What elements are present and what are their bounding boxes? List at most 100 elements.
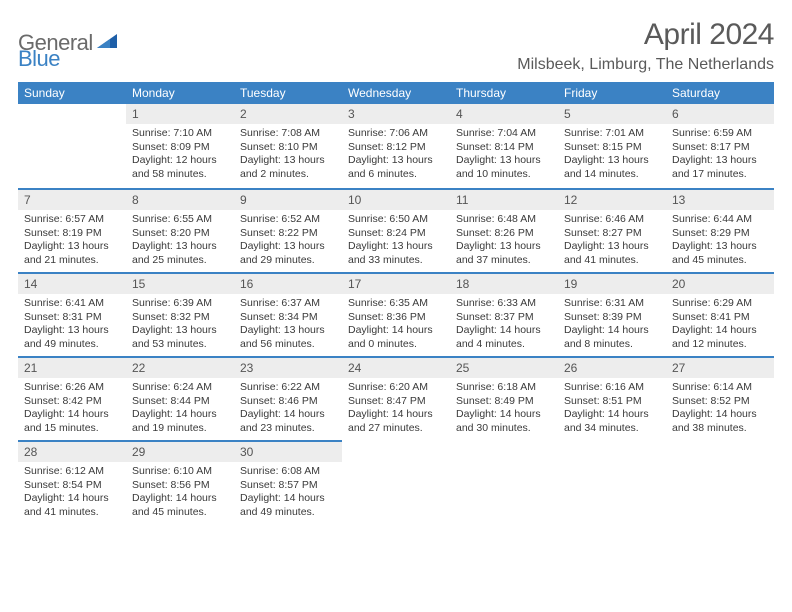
sunrise-line: Sunrise: 6:50 AM: [348, 213, 444, 227]
daylight-line: Daylight: 14 hours and 41 minutes.: [24, 492, 120, 519]
day-details: Sunrise: 7:08 AMSunset: 8:10 PMDaylight:…: [234, 124, 342, 186]
daylight-line: Daylight: 14 hours and 49 minutes.: [240, 492, 336, 519]
day-details: Sunrise: 6:22 AMSunset: 8:46 PMDaylight:…: [234, 378, 342, 440]
day-number: 25: [450, 356, 558, 378]
daylight-line: Daylight: 13 hours and 41 minutes.: [564, 240, 660, 267]
day-number: 30: [234, 440, 342, 462]
sunset-line: Sunset: 8:34 PM: [240, 311, 336, 325]
sunset-line: Sunset: 8:51 PM: [564, 395, 660, 409]
day-number: 28: [18, 440, 126, 462]
sunrise-line: Sunrise: 6:18 AM: [456, 381, 552, 395]
daylight-line: Daylight: 14 hours and 19 minutes.: [132, 408, 228, 435]
sunrise-line: Sunrise: 6:20 AM: [348, 381, 444, 395]
calendar-row: 1Sunrise: 7:10 AMSunset: 8:09 PMDaylight…: [18, 104, 774, 188]
calendar-row: 21Sunrise: 6:26 AMSunset: 8:42 PMDayligh…: [18, 356, 774, 440]
day-details: Sunrise: 6:31 AMSunset: 8:39 PMDaylight:…: [558, 294, 666, 356]
calendar-cell: 26Sunrise: 6:16 AMSunset: 8:51 PMDayligh…: [558, 356, 666, 440]
calendar-cell: 20Sunrise: 6:29 AMSunset: 8:41 PMDayligh…: [666, 272, 774, 356]
weekday-header: Tuesday: [234, 82, 342, 104]
calendar-cell: 15Sunrise: 6:39 AMSunset: 8:32 PMDayligh…: [126, 272, 234, 356]
sunset-line: Sunset: 8:52 PM: [672, 395, 768, 409]
calendar-cell: 9Sunrise: 6:52 AMSunset: 8:22 PMDaylight…: [234, 188, 342, 272]
sunset-line: Sunset: 8:15 PM: [564, 141, 660, 155]
calendar-cell: 19Sunrise: 6:31 AMSunset: 8:39 PMDayligh…: [558, 272, 666, 356]
daylight-line: Daylight: 14 hours and 4 minutes.: [456, 324, 552, 351]
sunset-line: Sunset: 8:10 PM: [240, 141, 336, 155]
daylight-line: Daylight: 13 hours and 17 minutes.: [672, 154, 768, 181]
daylight-line: Daylight: 13 hours and 37 minutes.: [456, 240, 552, 267]
sunset-line: Sunset: 8:29 PM: [672, 227, 768, 241]
sunrise-line: Sunrise: 6:41 AM: [24, 297, 120, 311]
day-number: 4: [450, 104, 558, 124]
sunset-line: Sunset: 8:37 PM: [456, 311, 552, 325]
day-details: Sunrise: 6:20 AMSunset: 8:47 PMDaylight:…: [342, 378, 450, 440]
day-number: 14: [18, 272, 126, 294]
day-details: Sunrise: 7:04 AMSunset: 8:14 PMDaylight:…: [450, 124, 558, 186]
calendar-cell: 21Sunrise: 6:26 AMSunset: 8:42 PMDayligh…: [18, 356, 126, 440]
sunrise-line: Sunrise: 6:46 AM: [564, 213, 660, 227]
daylight-line: Daylight: 14 hours and 15 minutes.: [24, 408, 120, 435]
day-details: Sunrise: 6:39 AMSunset: 8:32 PMDaylight:…: [126, 294, 234, 356]
month-title: April 2024: [517, 18, 774, 52]
daylight-line: Daylight: 13 hours and 53 minutes.: [132, 324, 228, 351]
calendar-cell: 16Sunrise: 6:37 AMSunset: 8:34 PMDayligh…: [234, 272, 342, 356]
daylight-line: Daylight: 13 hours and 25 minutes.: [132, 240, 228, 267]
sunrise-line: Sunrise: 6:26 AM: [24, 381, 120, 395]
day-details: Sunrise: 6:10 AMSunset: 8:56 PMDaylight:…: [126, 462, 234, 524]
sunset-line: Sunset: 8:09 PM: [132, 141, 228, 155]
daylight-line: Daylight: 14 hours and 12 minutes.: [672, 324, 768, 351]
day-number: 19: [558, 272, 666, 294]
weekday-header: Wednesday: [342, 82, 450, 104]
calendar-table: SundayMondayTuesdayWednesdayThursdayFrid…: [18, 82, 774, 524]
day-details: Sunrise: 6:37 AMSunset: 8:34 PMDaylight:…: [234, 294, 342, 356]
calendar-cell: 25Sunrise: 6:18 AMSunset: 8:49 PMDayligh…: [450, 356, 558, 440]
daylight-line: Daylight: 14 hours and 45 minutes.: [132, 492, 228, 519]
daylight-line: Daylight: 14 hours and 30 minutes.: [456, 408, 552, 435]
sunrise-line: Sunrise: 6:52 AM: [240, 213, 336, 227]
calendar-cell: 4Sunrise: 7:04 AMSunset: 8:14 PMDaylight…: [450, 104, 558, 188]
day-number: 8: [126, 188, 234, 210]
sunrise-line: Sunrise: 6:48 AM: [456, 213, 552, 227]
calendar-cell: 2Sunrise: 7:08 AMSunset: 8:10 PMDaylight…: [234, 104, 342, 188]
calendar-cell: [450, 440, 558, 524]
day-number: 7: [18, 188, 126, 210]
sunrise-line: Sunrise: 6:08 AM: [240, 465, 336, 479]
day-details: Sunrise: 6:46 AMSunset: 8:27 PMDaylight:…: [558, 210, 666, 272]
day-details: Sunrise: 6:44 AMSunset: 8:29 PMDaylight:…: [666, 210, 774, 272]
day-number: 12: [558, 188, 666, 210]
day-details: Sunrise: 6:57 AMSunset: 8:19 PMDaylight:…: [18, 210, 126, 272]
sunset-line: Sunset: 8:20 PM: [132, 227, 228, 241]
sunset-line: Sunset: 8:26 PM: [456, 227, 552, 241]
daylight-line: Daylight: 13 hours and 56 minutes.: [240, 324, 336, 351]
daylight-line: Daylight: 12 hours and 58 minutes.: [132, 154, 228, 181]
weekday-header: Sunday: [18, 82, 126, 104]
sunset-line: Sunset: 8:41 PM: [672, 311, 768, 325]
day-number: 16: [234, 272, 342, 294]
day-details: Sunrise: 6:59 AMSunset: 8:17 PMDaylight:…: [666, 124, 774, 186]
sunset-line: Sunset: 8:12 PM: [348, 141, 444, 155]
sunset-line: Sunset: 8:36 PM: [348, 311, 444, 325]
day-details: Sunrise: 6:29 AMSunset: 8:41 PMDaylight:…: [666, 294, 774, 356]
daylight-line: Daylight: 14 hours and 27 minutes.: [348, 408, 444, 435]
calendar-row: 7Sunrise: 6:57 AMSunset: 8:19 PMDaylight…: [18, 188, 774, 272]
daylight-line: Daylight: 13 hours and 6 minutes.: [348, 154, 444, 181]
day-number: 2: [234, 104, 342, 124]
day-number: 18: [450, 272, 558, 294]
title-block: April 2024 Milsbeek, Limburg, The Nether…: [517, 18, 774, 74]
weekday-header: Monday: [126, 82, 234, 104]
day-details: Sunrise: 6:48 AMSunset: 8:26 PMDaylight:…: [450, 210, 558, 272]
day-details: Sunrise: 7:10 AMSunset: 8:09 PMDaylight:…: [126, 124, 234, 186]
day-number: 23: [234, 356, 342, 378]
sunset-line: Sunset: 8:22 PM: [240, 227, 336, 241]
day-number: 1: [126, 104, 234, 124]
location-subtitle: Milsbeek, Limburg, The Netherlands: [517, 56, 774, 74]
day-details: Sunrise: 6:35 AMSunset: 8:36 PMDaylight:…: [342, 294, 450, 356]
sunrise-line: Sunrise: 7:01 AM: [564, 127, 660, 141]
sunrise-line: Sunrise: 6:37 AM: [240, 297, 336, 311]
daylight-line: Daylight: 13 hours and 21 minutes.: [24, 240, 120, 267]
daylight-line: Daylight: 14 hours and 0 minutes.: [348, 324, 444, 351]
day-number: 9: [234, 188, 342, 210]
calendar-cell: 14Sunrise: 6:41 AMSunset: 8:31 PMDayligh…: [18, 272, 126, 356]
calendar-body: 1Sunrise: 7:10 AMSunset: 8:09 PMDaylight…: [18, 104, 774, 524]
brand-triangle-icon: [97, 32, 117, 55]
